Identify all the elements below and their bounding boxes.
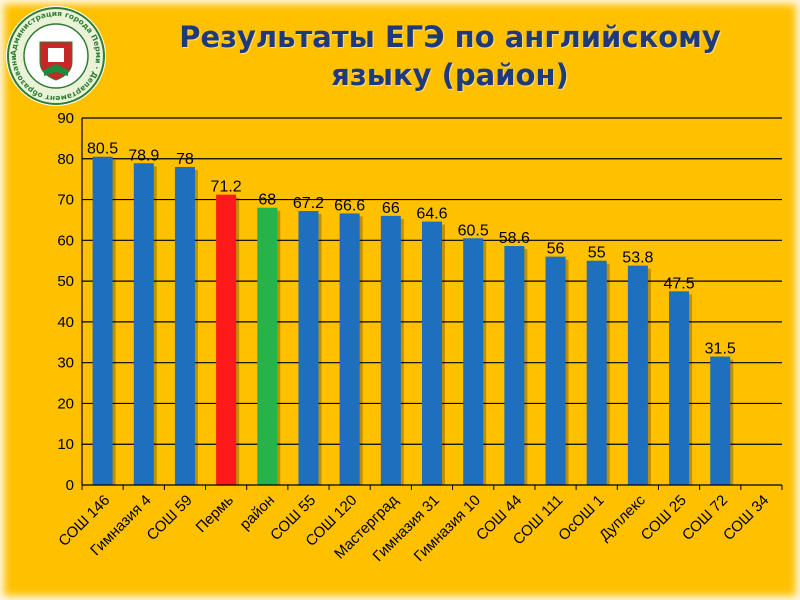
bar bbox=[216, 194, 237, 485]
y-tick-label: 0 bbox=[66, 477, 74, 494]
y-tick-label: 30 bbox=[57, 355, 74, 372]
x-tick-label: Пермь bbox=[193, 492, 237, 536]
bar bbox=[257, 207, 278, 485]
slide-title-line1: Результаты ЕГЭ по английскому bbox=[179, 20, 721, 54]
y-tick-label: 40 bbox=[57, 314, 74, 331]
bar bbox=[627, 265, 648, 485]
bar bbox=[586, 260, 607, 485]
bar bbox=[339, 213, 360, 486]
data-label: 47.5 bbox=[663, 275, 694, 292]
data-label: 66 bbox=[382, 200, 400, 217]
y-tick-label: 20 bbox=[57, 395, 74, 412]
y-tick-label: 90 bbox=[57, 110, 74, 127]
bar bbox=[545, 256, 566, 485]
bar bbox=[174, 166, 195, 485]
y-tick-label: 10 bbox=[57, 436, 74, 453]
data-label: 60.5 bbox=[458, 222, 489, 239]
bar bbox=[422, 221, 442, 485]
y-tick-label: 50 bbox=[57, 273, 74, 290]
data-label: 58.6 bbox=[499, 230, 530, 247]
data-label: 53.8 bbox=[622, 250, 653, 267]
slide-title: Результаты ЕГЭ по английскому языку (рай… bbox=[130, 18, 770, 94]
bar bbox=[298, 210, 319, 485]
y-tick-label: 70 bbox=[57, 192, 74, 209]
data-label: 80.5 bbox=[87, 141, 118, 158]
city-emblem-logo: Администрация города Перми · Департамент… bbox=[4, 4, 106, 106]
bar bbox=[463, 238, 484, 485]
label-layer: 80.5 78.9 78 71.2 68 67.2 66.6 66 64.6 60.5 58.6 56… bbox=[87, 141, 736, 358]
data-label: 31.5 bbox=[705, 341, 736, 358]
data-label: 55 bbox=[588, 245, 606, 262]
data-label: 68 bbox=[258, 192, 276, 209]
bar bbox=[710, 356, 731, 485]
x-tick-label: СОШ 34 bbox=[720, 492, 772, 544]
x-tick-label: СОШ 59 bbox=[144, 492, 196, 544]
data-label: 78 bbox=[176, 151, 194, 168]
y-tick-label: 80 bbox=[57, 151, 74, 168]
bar bbox=[92, 156, 113, 485]
data-label: 71.2 bbox=[211, 179, 242, 196]
data-label: 56 bbox=[547, 241, 565, 258]
bar bbox=[669, 291, 690, 485]
bar bbox=[504, 246, 525, 485]
data-label: 67.2 bbox=[293, 195, 324, 212]
data-label: 64.6 bbox=[416, 206, 447, 223]
bar bbox=[133, 163, 154, 485]
data-label: 66.6 bbox=[334, 197, 365, 214]
y-tick-label: 60 bbox=[57, 232, 74, 249]
slide-title-line2: языку (район) bbox=[331, 58, 569, 92]
bar bbox=[380, 215, 401, 485]
bar-layer bbox=[92, 156, 734, 486]
data-label: 78.9 bbox=[128, 147, 159, 164]
